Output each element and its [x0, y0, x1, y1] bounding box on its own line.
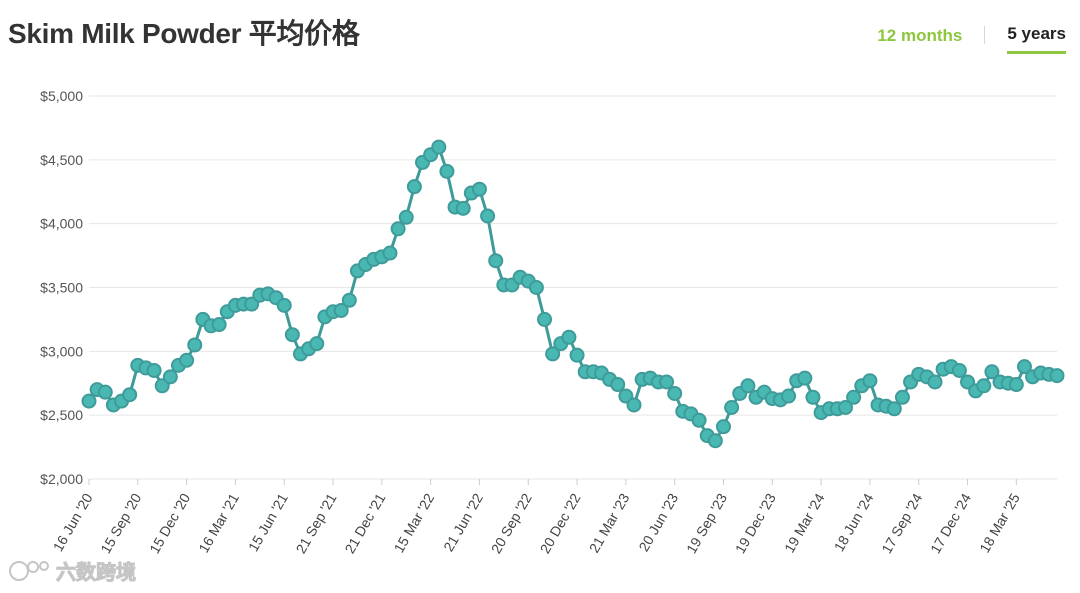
data-point[interactable]: [797, 370, 813, 386]
data-point[interactable]: [537, 311, 553, 327]
data-point[interactable]: [569, 347, 585, 363]
y-tick-label: $3,500: [40, 280, 83, 296]
data-point[interactable]: [886, 401, 902, 417]
data-point[interactable]: [1016, 359, 1032, 375]
x-tick-label: 19 Sep '23: [683, 490, 730, 556]
x-tick-label: 15 Jun '21: [245, 490, 291, 554]
data-point[interactable]: [715, 419, 731, 435]
x-tick-label: 21 Dec '21: [341, 490, 388, 556]
data-point[interactable]: [894, 389, 910, 405]
data-point[interactable]: [97, 384, 113, 400]
x-tick-label: 21 Sep '21: [293, 490, 340, 556]
data-point[interactable]: [667, 385, 683, 401]
data-point[interactable]: [471, 181, 487, 197]
data-point[interactable]: [309, 336, 325, 352]
data-point[interactable]: [976, 378, 992, 394]
data-point[interactable]: [838, 400, 854, 416]
x-tick-label: 17 Sep '24: [878, 490, 925, 556]
y-tick-label: $3,000: [40, 343, 83, 359]
x-tick-label: 21 Jun '22: [440, 490, 486, 554]
data-point[interactable]: [406, 179, 422, 195]
data-point[interactable]: [333, 302, 349, 318]
y-tick-label: $2,000: [40, 471, 83, 487]
y-tick-label: $5,000: [40, 88, 83, 104]
y-tick-label: $4,000: [40, 216, 83, 232]
tab-5-years[interactable]: 5 years: [1007, 22, 1066, 54]
data-point[interactable]: [528, 280, 544, 295]
y-tick-label: $2,500: [40, 407, 83, 423]
range-tabs: 12 months 5 years: [877, 22, 1066, 54]
data-point[interactable]: [398, 209, 414, 225]
data-point[interactable]: [341, 292, 357, 308]
data-point[interactable]: [122, 387, 138, 403]
data-point[interactable]: [1008, 377, 1024, 393]
x-tick-label: 20 Sep '22: [488, 490, 535, 556]
data-point[interactable]: [626, 397, 642, 413]
data-point[interactable]: [480, 208, 496, 224]
grid-lines: [89, 95, 1057, 480]
data-point[interactable]: [707, 433, 723, 449]
x-tick-label: 19 Mar '24: [781, 490, 828, 555]
data-point[interactable]: [439, 163, 455, 179]
data-point[interactable]: [951, 362, 967, 378]
data-point[interactable]: [927, 374, 943, 390]
data-point[interactable]: [659, 374, 675, 390]
data-point[interactable]: [862, 373, 878, 389]
x-tick-label: 21 Mar '23: [586, 490, 633, 555]
data-point[interactable]: [162, 369, 178, 385]
x-tick-label: 20 Dec '22: [537, 490, 584, 556]
series-line: [87, 145, 1058, 443]
watermark-logo-icon: [9, 560, 49, 581]
watermark: 六数跨境: [8, 556, 137, 585]
data-point[interactable]: [455, 200, 471, 216]
watermark-text: 六数跨境: [56, 562, 137, 585]
data-point[interactable]: [187, 337, 203, 353]
data-point[interactable]: [146, 362, 162, 378]
y-tick-label: $4,500: [40, 152, 83, 168]
data-point[interactable]: [984, 364, 1000, 380]
x-tick-label: 18 Jun '24: [831, 490, 877, 554]
data-point[interactable]: [284, 327, 300, 343]
data-point[interactable]: [561, 329, 577, 345]
data-point[interactable]: [740, 378, 756, 394]
data-point[interactable]: [1049, 368, 1065, 384]
data-point[interactable]: [211, 317, 227, 333]
x-tick-label: 16 Jun '20: [50, 490, 96, 554]
x-tick-label: 17 Dec '24: [927, 490, 974, 556]
data-point[interactable]: [431, 139, 447, 155]
x-tick-label: 16 Mar '21: [195, 490, 242, 555]
data-point[interactable]: [179, 352, 195, 368]
x-axis-labels: 16 Jun '20 15 Sep '20 15 Dec '20 16 Mar '21…: [50, 479, 1023, 556]
tab-divider: [984, 26, 986, 44]
data-point[interactable]: [846, 389, 862, 405]
data-point[interactable]: [488, 253, 504, 269]
x-tick-label: 19 Dec '23: [732, 490, 779, 556]
page-title: Skim Milk Powder 平均价格: [8, 18, 360, 49]
data-point[interactable]: [382, 245, 398, 261]
series-layer: [81, 139, 1065, 449]
x-tick-label: 20 Jun '23: [635, 490, 681, 554]
data-point[interactable]: [610, 377, 626, 393]
tab-12-months[interactable]: 12 months: [877, 25, 963, 45]
data-point[interactable]: [276, 297, 292, 313]
data-point[interactable]: [390, 221, 406, 237]
x-tick-label: 15 Sep '20: [97, 490, 144, 556]
x-tick-label: 18 Mar '25: [976, 490, 1023, 555]
data-point[interactable]: [81, 393, 97, 409]
x-tick-label: 15 Mar '22: [391, 490, 438, 555]
data-point[interactable]: [691, 412, 707, 428]
data-point[interactable]: [805, 389, 821, 405]
data-point[interactable]: [545, 346, 561, 362]
data-point[interactable]: [781, 388, 797, 404]
x-tick-label: 15 Dec '20: [146, 490, 193, 556]
data-point[interactable]: [724, 400, 740, 416]
y-axis-labels: $2,000 $2,500 $3,000 $3,500 $4,000 $4,500 $5,0…: [40, 88, 83, 487]
